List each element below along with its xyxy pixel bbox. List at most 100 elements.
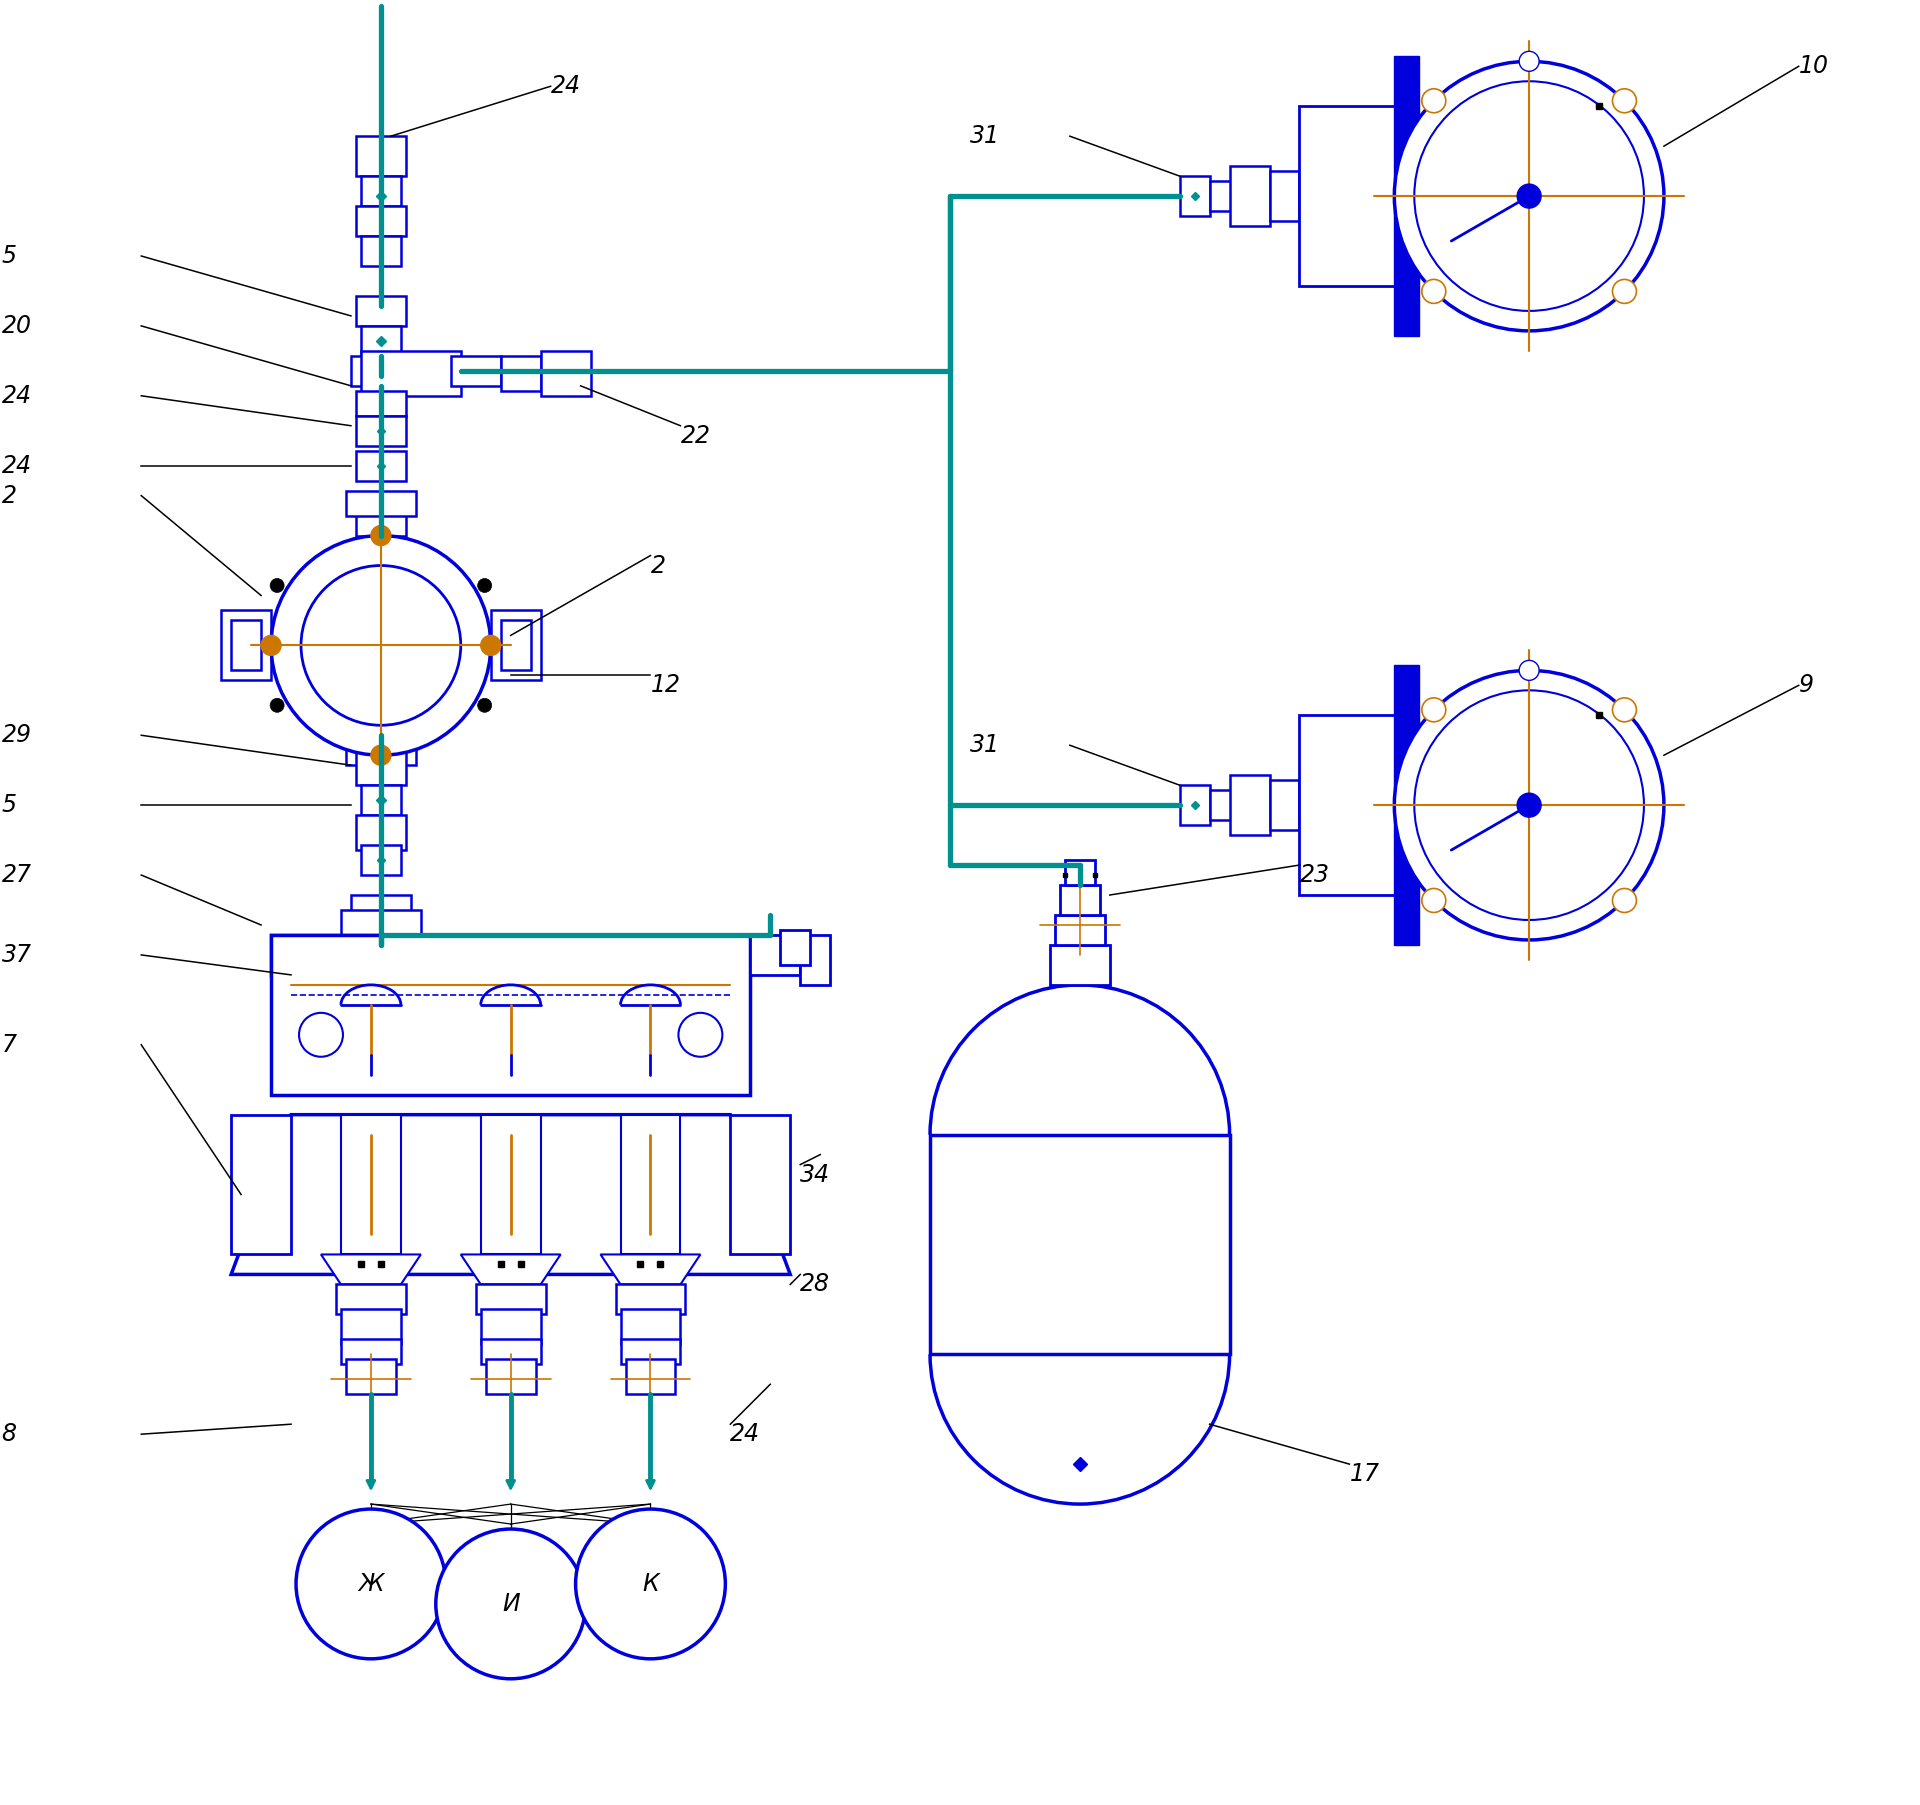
- Bar: [342, 1115, 401, 1254]
- Bar: [501, 356, 541, 392]
- Circle shape: [301, 565, 461, 726]
- Circle shape: [371, 745, 392, 765]
- Text: 24: 24: [2, 384, 31, 408]
- Text: И: И: [501, 1592, 520, 1615]
- Bar: [351, 356, 411, 386]
- Bar: [346, 491, 417, 516]
- Circle shape: [478, 578, 492, 592]
- Bar: [342, 910, 420, 940]
- Bar: [486, 1359, 536, 1393]
- Bar: [230, 1115, 292, 1254]
- Bar: [620, 1115, 680, 1254]
- Bar: [336, 1285, 405, 1314]
- Text: 24: 24: [551, 74, 580, 97]
- Bar: [480, 1115, 541, 1254]
- Bar: [1050, 946, 1110, 986]
- Bar: [361, 350, 461, 395]
- Bar: [355, 505, 405, 536]
- Text: 17: 17: [1350, 1462, 1379, 1486]
- Bar: [361, 177, 401, 206]
- Circle shape: [1415, 690, 1644, 921]
- Circle shape: [1613, 699, 1636, 722]
- Bar: [780, 930, 810, 966]
- Circle shape: [1519, 51, 1540, 70]
- Text: К: К: [641, 1572, 659, 1596]
- Bar: [1269, 171, 1300, 220]
- Text: 31: 31: [970, 125, 1000, 148]
- Bar: [1054, 915, 1104, 946]
- Bar: [730, 1115, 791, 1254]
- Bar: [480, 1309, 541, 1345]
- Bar: [480, 1339, 541, 1365]
- Circle shape: [261, 635, 280, 655]
- Text: 5: 5: [2, 792, 17, 818]
- Polygon shape: [230, 1115, 791, 1274]
- Bar: [361, 845, 401, 875]
- Bar: [751, 935, 801, 975]
- Bar: [346, 745, 417, 765]
- Circle shape: [1423, 699, 1446, 722]
- Text: 34: 34: [801, 1162, 829, 1186]
- Circle shape: [1423, 88, 1446, 112]
- Bar: [1394, 56, 1419, 336]
- Bar: [1179, 177, 1210, 217]
- Circle shape: [436, 1529, 586, 1679]
- Bar: [355, 415, 405, 446]
- Bar: [929, 1135, 1229, 1354]
- Text: 7: 7: [2, 1032, 17, 1056]
- Text: 10: 10: [1799, 54, 1828, 78]
- Bar: [626, 1359, 676, 1393]
- Circle shape: [1517, 792, 1542, 818]
- Bar: [1060, 884, 1100, 915]
- Bar: [361, 785, 401, 816]
- Bar: [1066, 859, 1094, 884]
- Bar: [230, 621, 261, 670]
- Bar: [271, 935, 751, 1094]
- Bar: [476, 1285, 545, 1314]
- Text: 37: 37: [2, 942, 31, 967]
- Text: 24: 24: [2, 453, 31, 478]
- Bar: [355, 816, 405, 850]
- Bar: [1269, 780, 1300, 830]
- Circle shape: [271, 578, 284, 592]
- Polygon shape: [461, 1254, 561, 1285]
- Bar: [221, 610, 271, 680]
- Circle shape: [1415, 81, 1644, 310]
- Circle shape: [1394, 670, 1665, 940]
- Circle shape: [371, 525, 392, 545]
- Bar: [355, 296, 405, 327]
- Bar: [361, 236, 401, 265]
- Bar: [801, 935, 829, 986]
- Bar: [1300, 715, 1400, 895]
- Circle shape: [271, 699, 284, 713]
- Bar: [616, 1285, 685, 1314]
- Text: 5: 5: [2, 244, 17, 267]
- Circle shape: [1394, 61, 1665, 330]
- Text: 2: 2: [651, 554, 666, 578]
- Circle shape: [576, 1509, 726, 1659]
- Bar: [1210, 791, 1240, 819]
- Bar: [1179, 785, 1210, 825]
- Circle shape: [1613, 88, 1636, 112]
- Bar: [1394, 666, 1419, 946]
- Text: 8: 8: [2, 1422, 17, 1446]
- Bar: [1229, 166, 1269, 226]
- Text: 12: 12: [651, 673, 680, 697]
- Circle shape: [1517, 184, 1542, 208]
- Text: 31: 31: [970, 733, 1000, 758]
- Text: 24: 24: [730, 1422, 760, 1446]
- Bar: [501, 621, 530, 670]
- Bar: [271, 935, 751, 975]
- Bar: [451, 356, 501, 386]
- Bar: [342, 1339, 401, 1365]
- Circle shape: [1613, 888, 1636, 913]
- Polygon shape: [601, 1254, 701, 1285]
- Bar: [346, 1359, 396, 1393]
- Bar: [351, 895, 411, 921]
- Bar: [1300, 106, 1400, 285]
- Text: 9: 9: [1799, 673, 1814, 697]
- Text: 27: 27: [2, 863, 31, 886]
- Circle shape: [678, 1013, 722, 1056]
- Circle shape: [1423, 888, 1446, 913]
- Text: 20: 20: [2, 314, 31, 338]
